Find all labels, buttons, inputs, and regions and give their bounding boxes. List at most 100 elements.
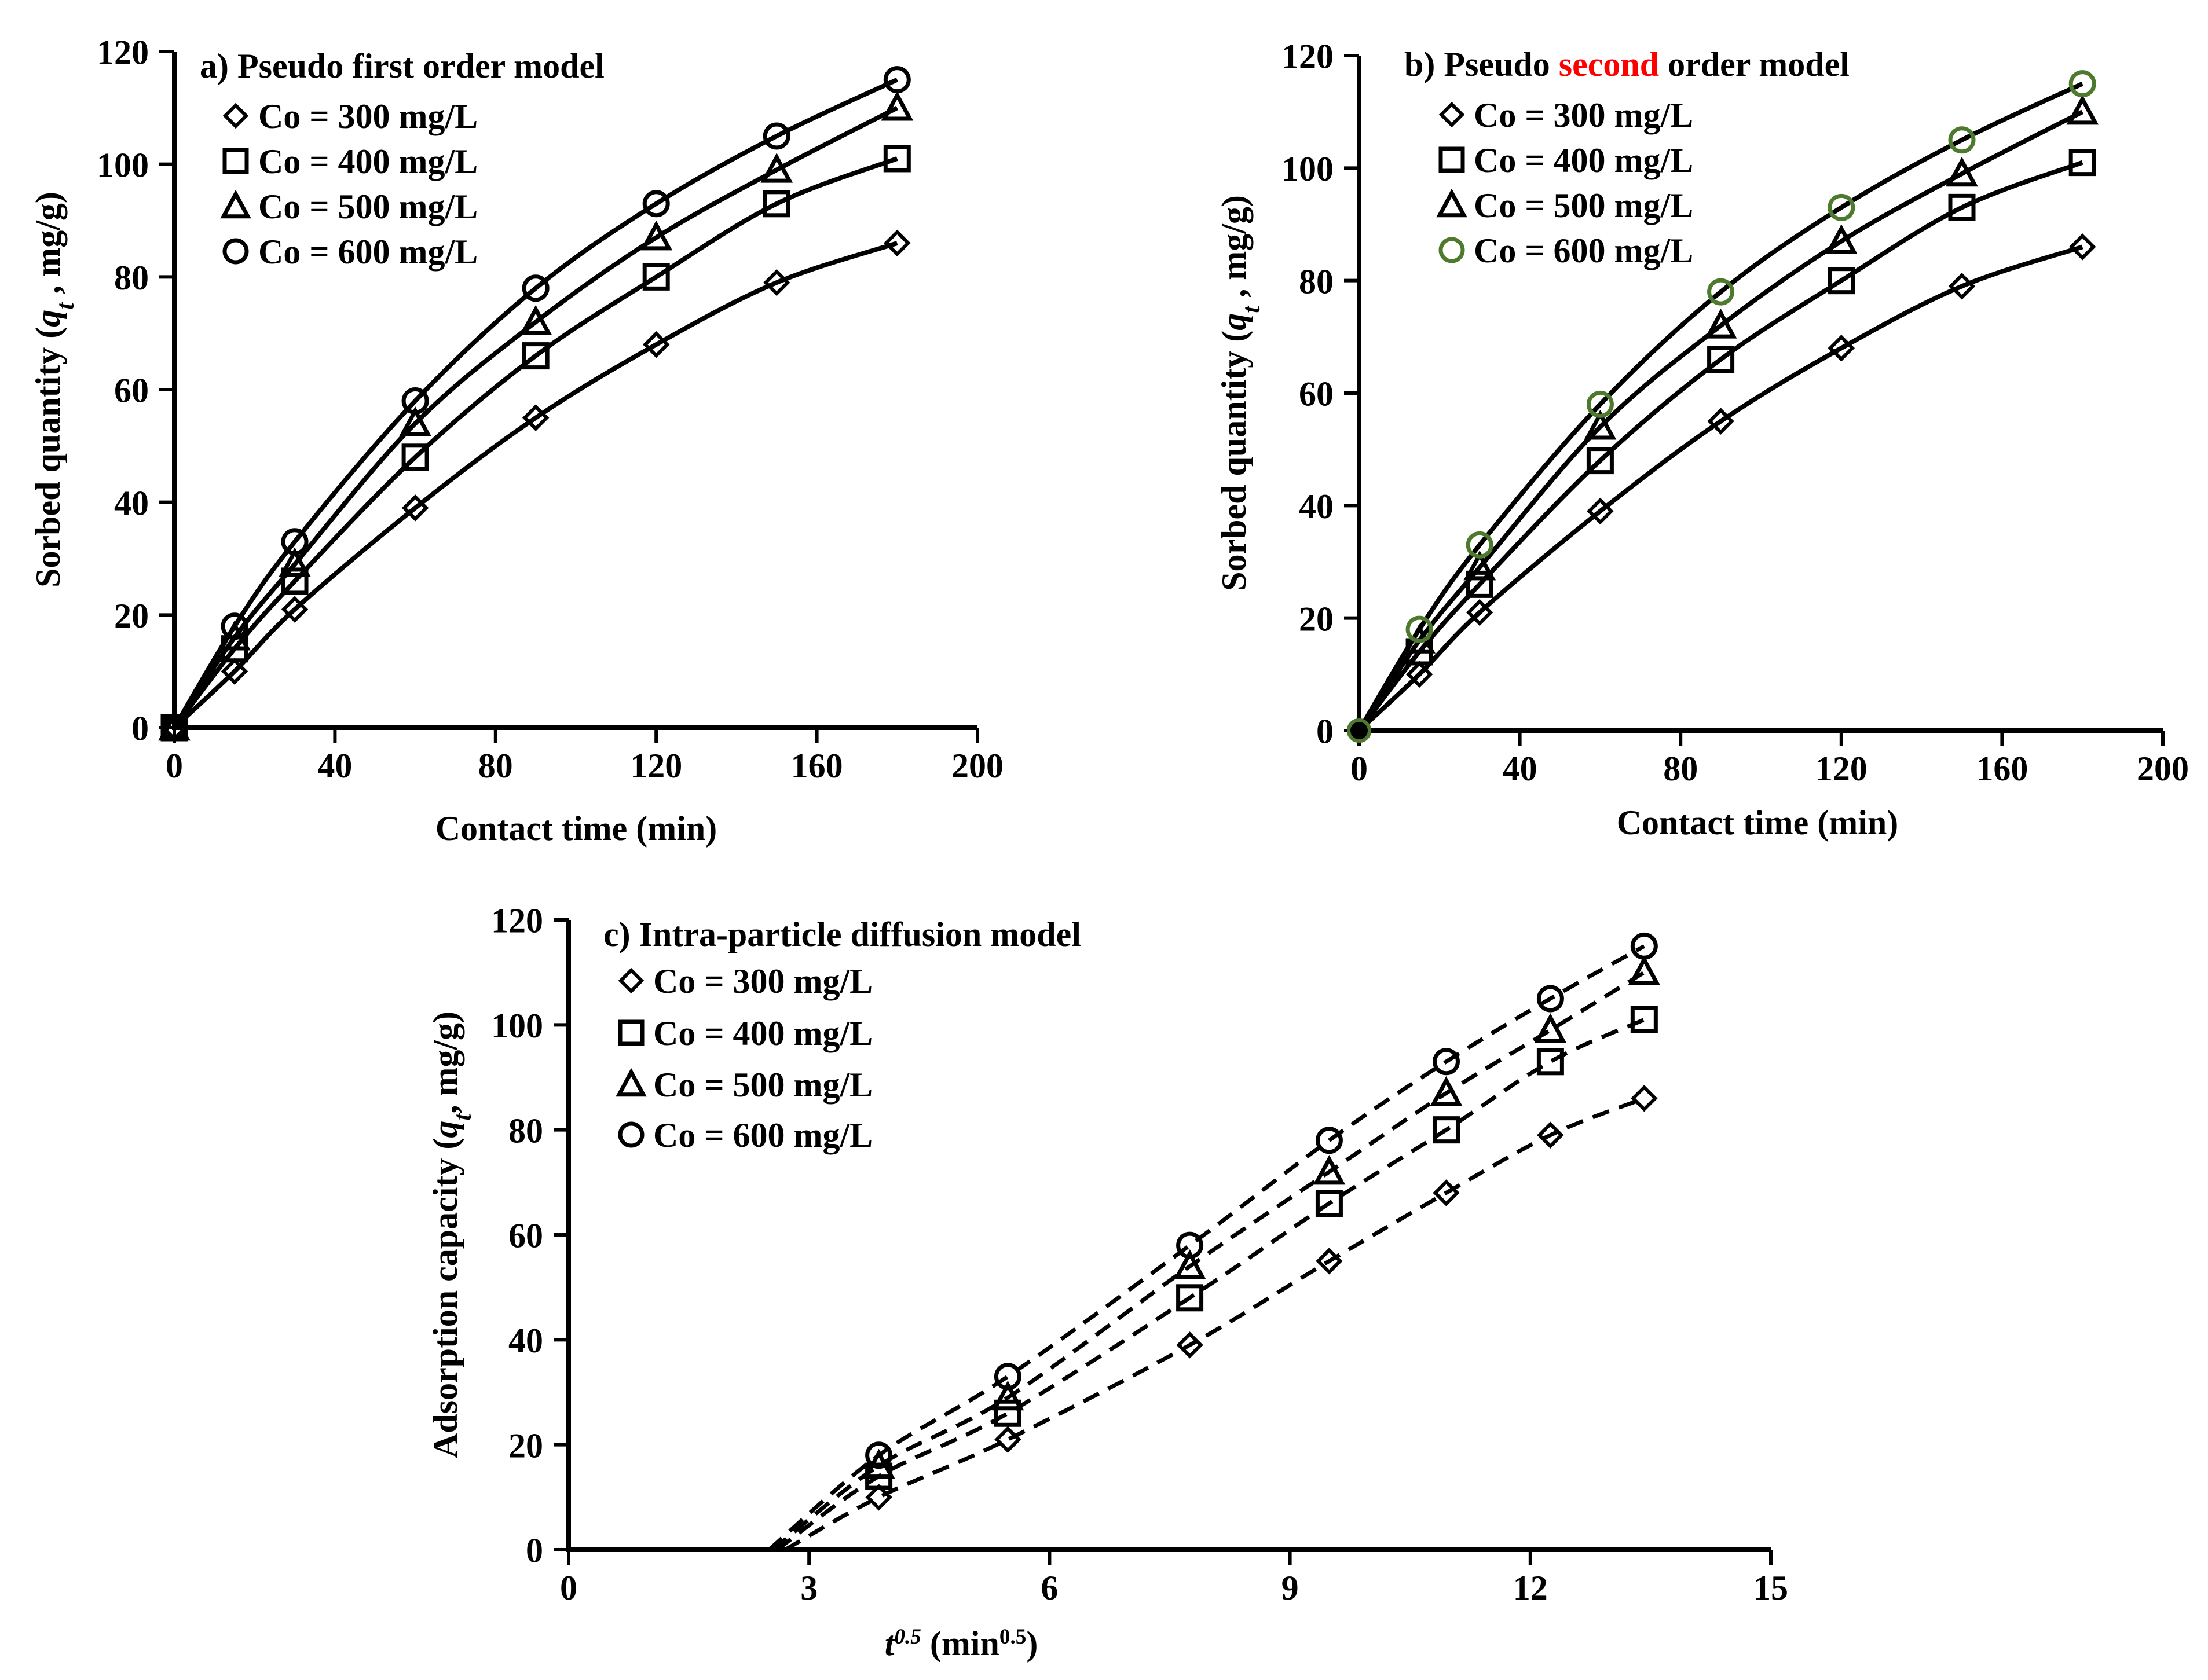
data-point bbox=[1948, 273, 1976, 300]
legend-label: Co = 500 mg/L bbox=[1474, 186, 1693, 225]
chart-b: 0 40 80 120 160 200 0 20 40 60 80 100 120 b) Pseudo s… bbox=[1215, 38, 2189, 842]
data-point bbox=[1707, 346, 1735, 373]
x-tick-label: 40 bbox=[317, 747, 352, 785]
y-tick-label: 80 bbox=[114, 259, 149, 297]
data-point bbox=[1707, 408, 1734, 435]
data-point bbox=[881, 90, 914, 121]
y-tick-label: 20 bbox=[1299, 600, 1334, 638]
data-point bbox=[994, 1426, 1021, 1453]
fit-line bbox=[1357, 160, 2083, 732]
data-point bbox=[1584, 409, 1617, 440]
data-point bbox=[642, 263, 670, 291]
fit-line bbox=[173, 241, 898, 729]
label-part: a) Pseudo first order model bbox=[200, 47, 605, 85]
x-axis-label: t0.5 (min0.5) bbox=[885, 1624, 1038, 1663]
data-point bbox=[1825, 224, 1858, 254]
x-tick-label: 160 bbox=[791, 747, 843, 785]
x-tick-label: 0 bbox=[560, 1569, 577, 1607]
y-tick-label: 120 bbox=[1281, 38, 1334, 76]
y-tick-label: 0 bbox=[1316, 713, 1334, 751]
data-point bbox=[883, 66, 911, 94]
fit-line bbox=[771, 970, 1646, 1551]
label-part: q bbox=[426, 1121, 464, 1138]
fit-line bbox=[783, 1096, 1645, 1552]
data-point bbox=[1433, 1179, 1460, 1206]
data-point bbox=[991, 1380, 1024, 1411]
label-part: ) bbox=[1026, 1624, 1038, 1663]
data-point bbox=[2066, 94, 2099, 125]
legend-label: Co = 500 mg/L bbox=[258, 188, 478, 226]
data-point bbox=[522, 404, 550, 431]
legend-marker bbox=[1436, 188, 1467, 218]
legend-label: Co = 600 mg/L bbox=[653, 1116, 873, 1154]
chart-c: 0 3 6 9 12 15 0 20 40 60 80 100 120 c) Intra-particle… bbox=[426, 902, 1788, 1663]
data-point bbox=[1432, 1116, 1460, 1144]
label-part: q bbox=[1215, 313, 1253, 331]
chart-title: a) Pseudo first order model bbox=[200, 47, 605, 85]
data-point bbox=[865, 1441, 893, 1469]
data-point bbox=[2068, 149, 2096, 177]
legend-marker bbox=[220, 189, 251, 219]
fit-line bbox=[172, 156, 898, 729]
data-point bbox=[279, 547, 311, 577]
data-point bbox=[1466, 531, 1493, 559]
data-point bbox=[522, 342, 550, 370]
y-tick-label: 120 bbox=[97, 34, 149, 72]
data-point bbox=[221, 658, 248, 685]
legend-label: Co = 300 mg/L bbox=[1474, 96, 1693, 134]
y-tick-label: 40 bbox=[508, 1322, 543, 1360]
fit-line bbox=[1357, 244, 2083, 732]
data-point bbox=[1704, 309, 1737, 339]
label-part: Adsorption capacity ( bbox=[426, 1138, 464, 1458]
label-part: second bbox=[1559, 45, 1659, 83]
y-tick-label: 40 bbox=[114, 484, 149, 522]
legend-marker bbox=[1438, 101, 1465, 128]
legend-marker bbox=[1438, 146, 1465, 173]
data-point bbox=[1587, 497, 1614, 525]
x-tick-label: 40 bbox=[1503, 750, 1537, 788]
x-tick-label: 3 bbox=[800, 1569, 818, 1607]
data-point bbox=[763, 269, 790, 296]
y-tick-label: 20 bbox=[114, 597, 149, 635]
data-point bbox=[884, 229, 911, 257]
data-point bbox=[1466, 570, 1493, 598]
data-point bbox=[1828, 193, 1855, 221]
data-point bbox=[1176, 1284, 1204, 1312]
y-tick-label: 60 bbox=[508, 1217, 543, 1255]
data-point bbox=[522, 274, 550, 302]
y-tick-label: 40 bbox=[1299, 487, 1334, 526]
y-tick-label: 80 bbox=[508, 1112, 543, 1150]
y-tick-label: 0 bbox=[526, 1532, 543, 1570]
chart-a: 0 40 80 120 160 200 0 20 40 60 80 100 120 a) Pseudo f… bbox=[29, 34, 1004, 848]
x-axis-label: Contact time (min) bbox=[435, 809, 717, 848]
x-tick-label: 9 bbox=[1281, 1569, 1299, 1607]
label-part: , mg/g) bbox=[1215, 195, 1253, 306]
legend-label: Co = 300 mg/L bbox=[258, 97, 478, 135]
data-point bbox=[1631, 1085, 1658, 1112]
fit-line bbox=[1357, 81, 2083, 732]
data-point bbox=[1430, 1076, 1463, 1106]
data-point bbox=[1948, 193, 1976, 221]
data-point bbox=[640, 220, 673, 251]
label-part: 0.5 bbox=[999, 1625, 1026, 1649]
y-tick-label: 60 bbox=[114, 372, 149, 410]
legend-marker bbox=[616, 1068, 647, 1097]
label-part: b) Pseudo bbox=[1404, 45, 1559, 83]
x-tick-label: 160 bbox=[1976, 750, 2028, 788]
y-tick-label: 80 bbox=[1299, 262, 1334, 300]
data-point bbox=[1534, 1013, 1567, 1043]
data-point bbox=[401, 494, 429, 522]
data-point bbox=[1176, 1231, 1204, 1259]
label-part: q bbox=[29, 310, 67, 327]
data-point bbox=[1405, 615, 1433, 643]
data-point bbox=[1313, 1154, 1346, 1185]
y-tick-label: 20 bbox=[508, 1426, 543, 1465]
x-tick-label: 120 bbox=[1815, 750, 1868, 788]
label-part: Sorbed quantity ( bbox=[29, 327, 67, 588]
data-point bbox=[1828, 267, 1855, 295]
data-point bbox=[1948, 126, 1976, 154]
fit-line bbox=[172, 78, 898, 729]
data-point bbox=[399, 406, 431, 436]
data-point bbox=[1586, 390, 1614, 418]
data-point bbox=[221, 612, 248, 640]
